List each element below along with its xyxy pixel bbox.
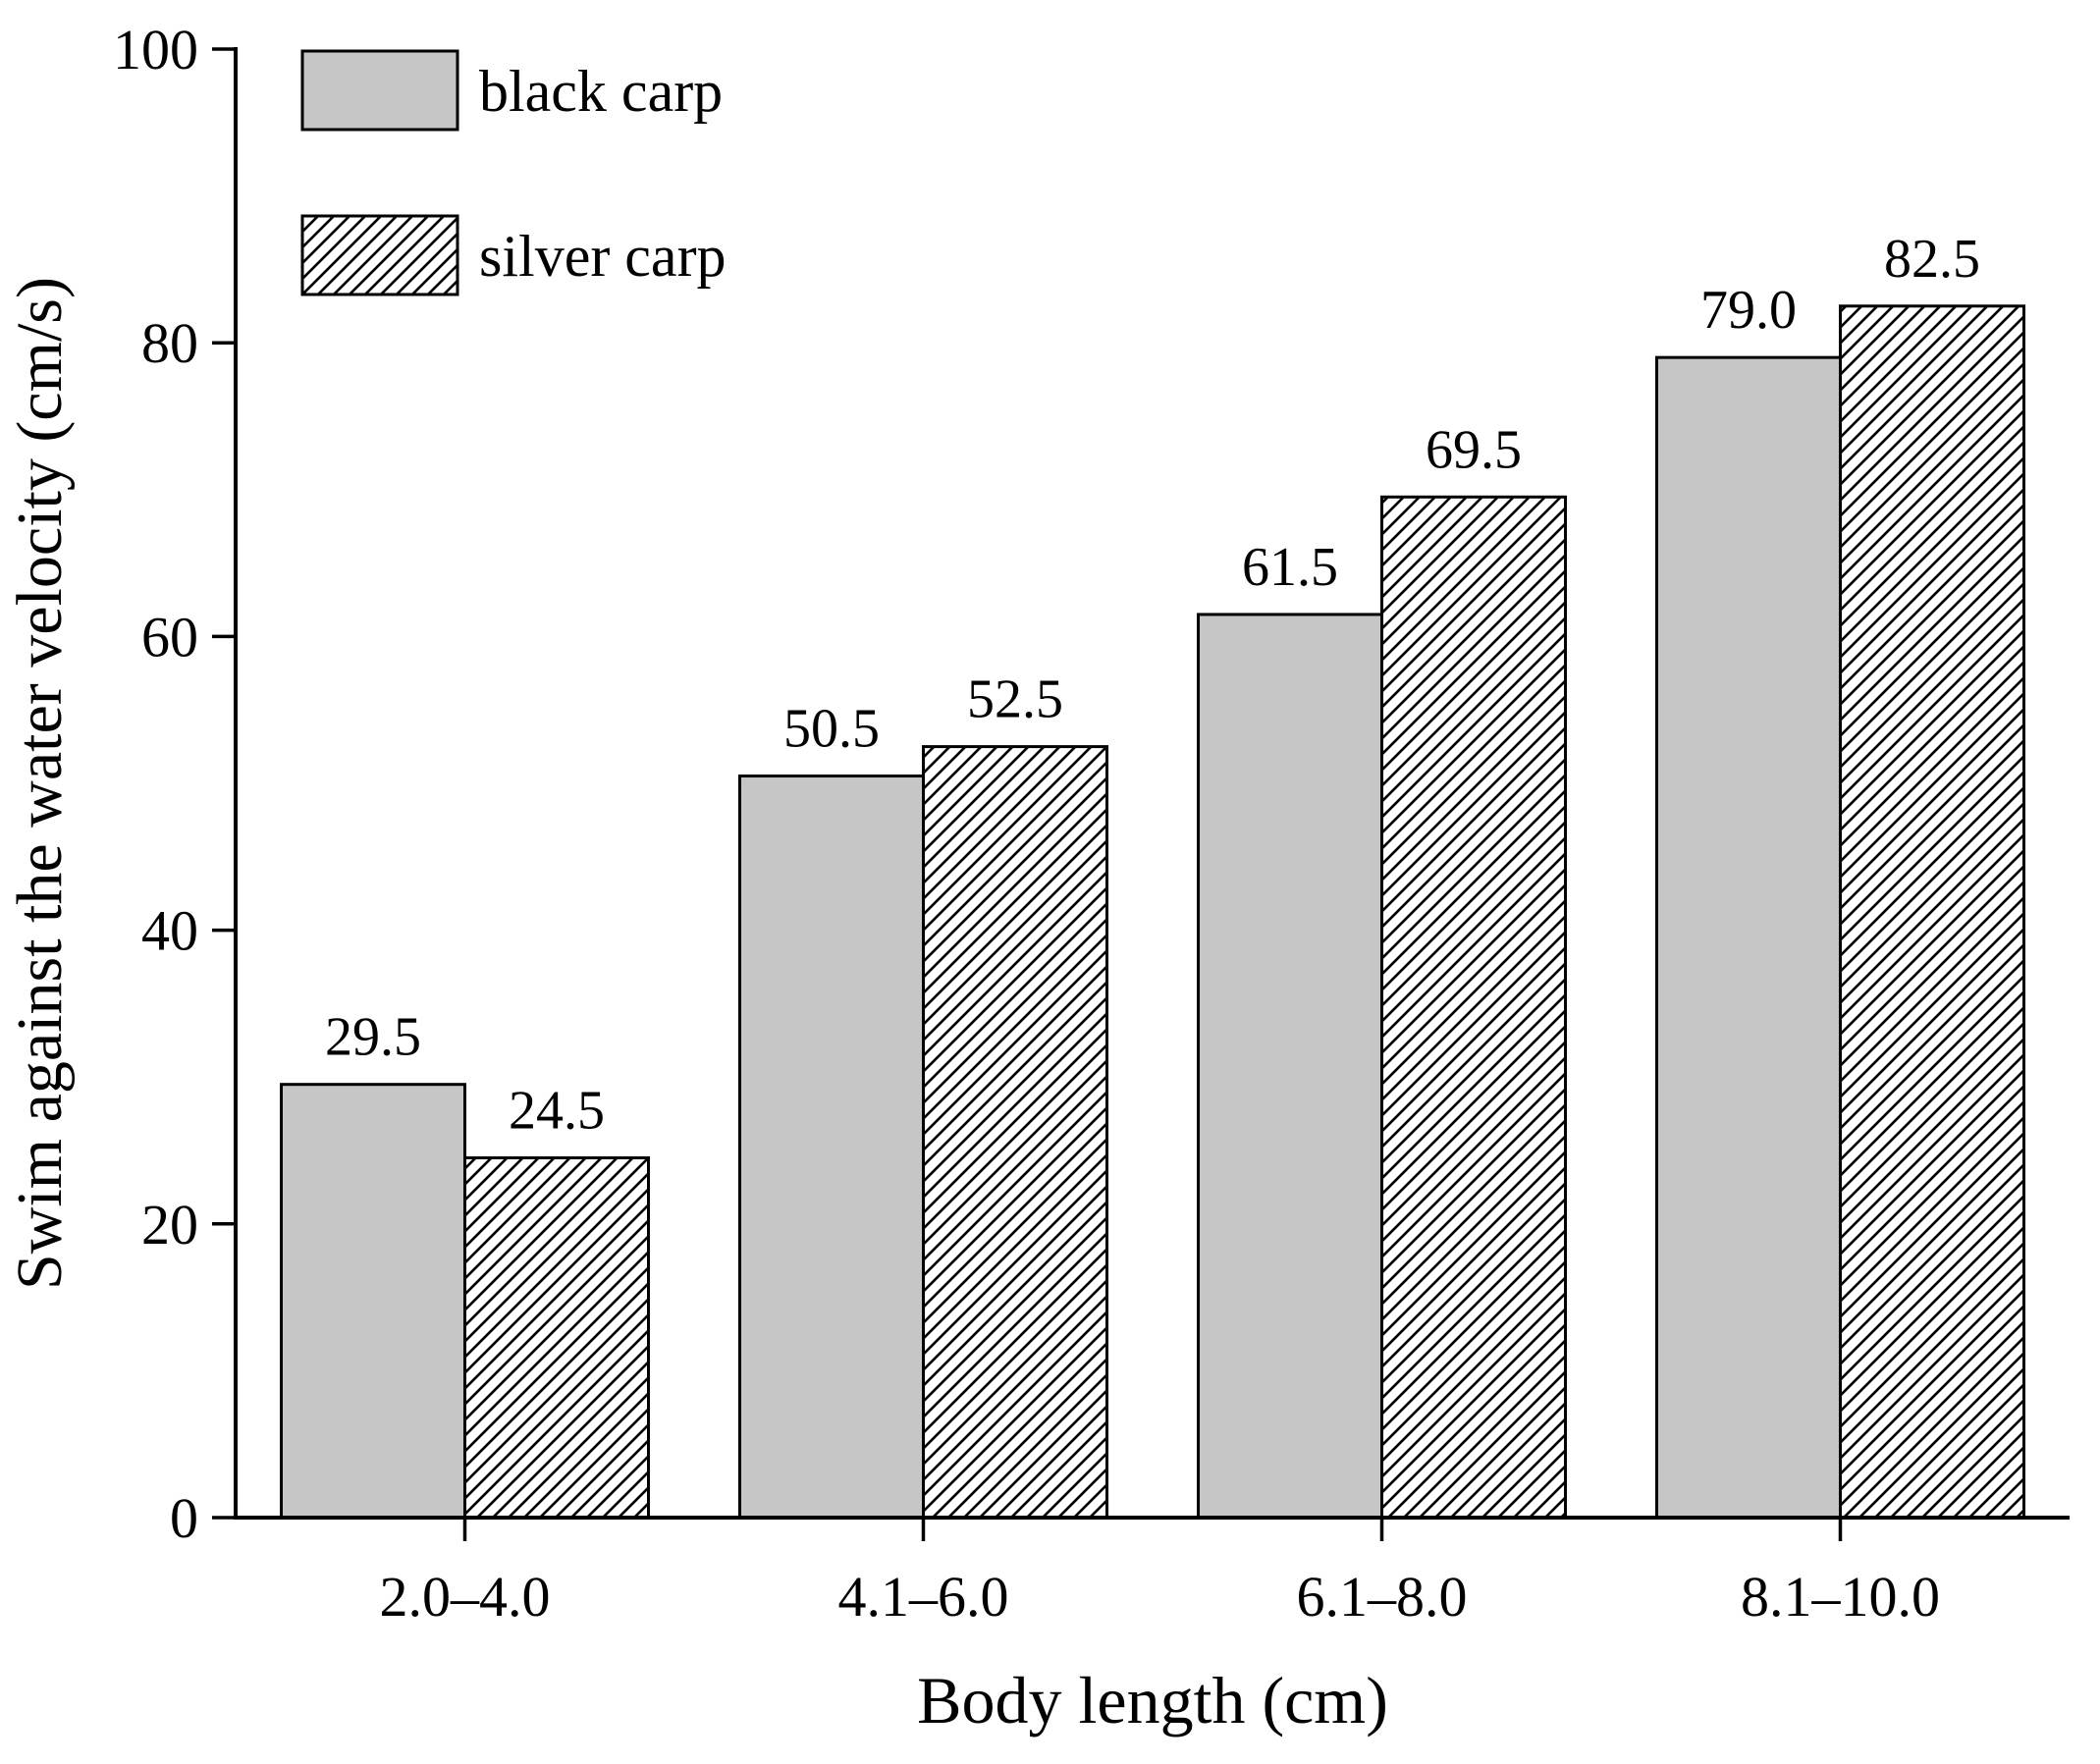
bar-black-carp bbox=[280, 1083, 466, 1520]
bar-silver-carp bbox=[463, 1155, 650, 1520]
legend-swatch-silver-carp bbox=[300, 214, 459, 296]
bar-black-carp bbox=[1197, 613, 1383, 1520]
y-tick-label: 40 bbox=[141, 899, 198, 963]
y-tick-label: 60 bbox=[141, 605, 198, 668]
y-tick-label: 100 bbox=[113, 18, 198, 81]
value-label: 61.5 bbox=[1242, 537, 1338, 598]
legend-label: silver carp bbox=[479, 224, 727, 289]
bar-silver-carp bbox=[922, 745, 1108, 1520]
y-tick-label: 0 bbox=[170, 1486, 198, 1550]
value-label: 79.0 bbox=[1700, 280, 1797, 341]
value-label: 50.5 bbox=[783, 699, 880, 760]
value-label: 52.5 bbox=[967, 669, 1063, 730]
legend-swatch-black-carp bbox=[300, 49, 459, 132]
y-tick-label: 80 bbox=[141, 311, 198, 375]
value-label: 82.5 bbox=[1884, 229, 1980, 290]
bar-black-carp bbox=[738, 775, 925, 1520]
x-tick-label: 6.1–8.0 bbox=[1297, 1565, 1468, 1629]
value-label: 24.5 bbox=[509, 1080, 605, 1141]
x-axis-title: Body length (cm) bbox=[917, 1663, 1388, 1737]
value-label: 69.5 bbox=[1426, 419, 1522, 480]
y-tick-label: 20 bbox=[141, 1193, 198, 1256]
bar-silver-carp bbox=[1839, 304, 2025, 1520]
value-label: 29.5 bbox=[325, 1007, 421, 1068]
x-tick-label: 4.1–6.0 bbox=[838, 1565, 1009, 1629]
bar-silver-carp bbox=[1380, 495, 1567, 1520]
bar-black-carp bbox=[1655, 355, 1842, 1520]
x-tick-label: 8.1–10.0 bbox=[1741, 1565, 1940, 1629]
legend-label: black carp bbox=[479, 59, 723, 124]
y-axis-title: Swim against the water velocity (cm/s) bbox=[4, 277, 76, 1290]
x-tick-label: 2.0–4.0 bbox=[380, 1565, 551, 1629]
